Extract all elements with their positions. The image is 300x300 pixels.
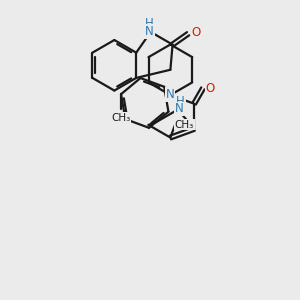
Text: O: O [206, 82, 215, 95]
Text: N: N [175, 103, 184, 116]
Text: CH₃: CH₃ [175, 119, 194, 130]
Text: N: N [145, 25, 154, 38]
Text: H: H [145, 17, 154, 30]
Text: O: O [191, 26, 201, 39]
Text: H: H [176, 95, 184, 108]
Text: N: N [166, 88, 175, 101]
Text: CH₃: CH₃ [111, 112, 131, 123]
